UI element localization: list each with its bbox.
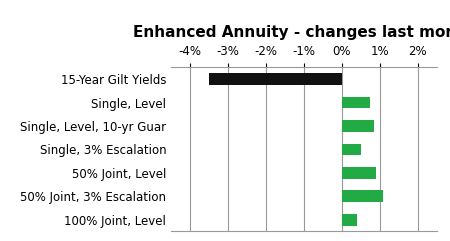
Bar (342, 144, 360, 155)
Bar (342, 190, 383, 202)
Bar (342, 214, 357, 226)
Bar (342, 167, 376, 179)
Title: Enhanced Annuity - changes last month: Enhanced Annuity - changes last month (133, 25, 450, 40)
Bar (342, 97, 370, 108)
Bar (342, 120, 374, 132)
Bar (209, 73, 342, 85)
